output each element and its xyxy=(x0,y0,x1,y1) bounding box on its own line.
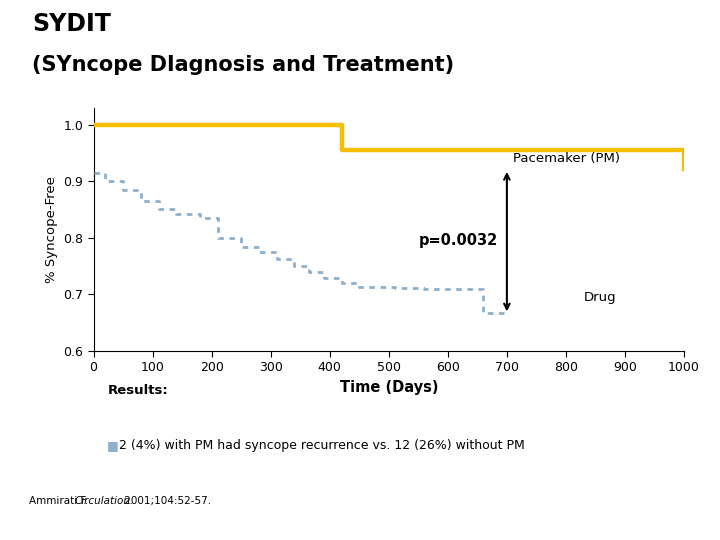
Text: p=0.0032: p=0.0032 xyxy=(418,233,498,248)
Text: 2001;104:52-57.: 2001;104:52-57. xyxy=(121,496,211,506)
X-axis label: Time (Days): Time (Days) xyxy=(340,380,438,395)
Text: Drug: Drug xyxy=(584,291,616,304)
Text: ■: ■ xyxy=(107,439,118,452)
Text: Pacemaker (PM): Pacemaker (PM) xyxy=(513,152,620,165)
Text: Results:: Results: xyxy=(108,384,168,397)
Text: Circulation.: Circulation. xyxy=(75,496,134,506)
Text: Ammirati F.: Ammirati F. xyxy=(29,496,91,506)
Text: (SYncope DIagnosis and Treatment): (SYncope DIagnosis and Treatment) xyxy=(32,55,454,75)
Text: 2 (4%) with PM had syncope recurrence vs. 12 (26%) without PM: 2 (4%) with PM had syncope recurrence vs… xyxy=(119,439,525,452)
Y-axis label: % Syncope-Free: % Syncope-Free xyxy=(45,176,58,283)
Text: SYDIT: SYDIT xyxy=(32,12,112,36)
